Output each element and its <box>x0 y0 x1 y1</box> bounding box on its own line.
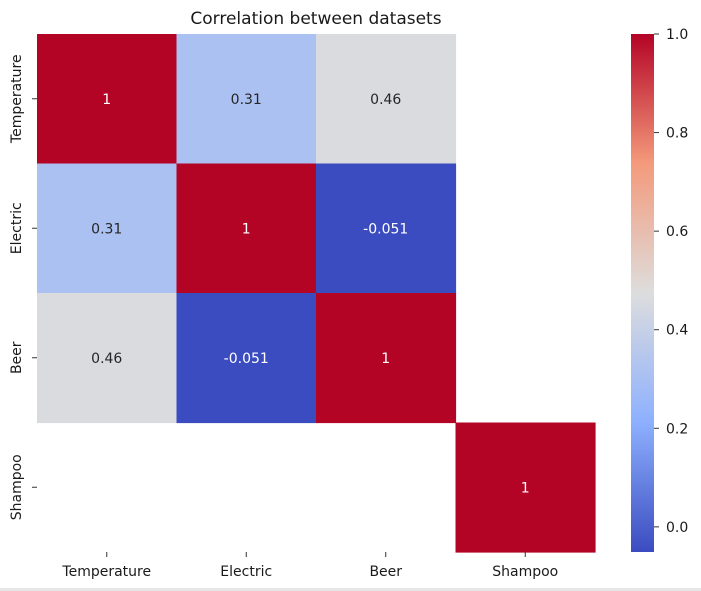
heatmap-cell-electric-electric <box>176 163 317 294</box>
bottom-divider <box>0 588 701 591</box>
colorbar-tick-label: 0.4 <box>666 323 688 339</box>
colorbar-tick-label: 1.0 <box>666 27 688 43</box>
colorbar-tick-label: 0.2 <box>666 421 688 437</box>
heatmap-cell-electric-temperature <box>37 163 178 294</box>
heatmap-cell-beer-electric <box>176 293 317 424</box>
cell-annotation-electric-beer: -0.051 <box>363 221 408 237</box>
colorbar-tick-label: 0.6 <box>666 224 688 240</box>
heatmap-cell-shampoo-shampoo <box>455 422 596 553</box>
cell-annotation-beer-electric: -0.051 <box>224 351 269 367</box>
x-axis-ticks: Temperature Electric Beer Shampoo <box>61 552 558 580</box>
y-tick-label-shampoo: Shampoo <box>9 454 25 520</box>
x-tick-label-shampoo: Shampoo <box>492 564 558 580</box>
heatmap-cells: 1 0.31 0.46 0.31 1 -0.051 0.46 -0.051 1 1 <box>37 34 596 553</box>
x-tick-label-beer: Beer <box>369 564 402 580</box>
colorbar-tick-label: 0.0 <box>666 520 688 536</box>
heatmap-cell-beer-beer <box>316 293 457 424</box>
y-tick-label-electric: Electric <box>9 202 25 254</box>
colorbar-gradient <box>631 34 654 552</box>
cell-annotation-electric-temperature: 0.31 <box>91 221 122 237</box>
chart-title: Correlation between datasets <box>190 9 441 29</box>
heatmap-cell-electric-beer <box>316 163 457 294</box>
x-tick-label-temperature: Temperature <box>61 564 151 580</box>
heatmap-cell-beer-temperature <box>37 293 178 424</box>
heatmap-cell-temperature-electric <box>176 34 317 165</box>
heatmap-cell-temperature-temperature <box>37 34 178 165</box>
y-tick-label-temperature: Temperature <box>9 54 25 144</box>
heatmap-cell-temperature-beer <box>316 34 457 165</box>
cell-annotation-temperature-beer: 0.46 <box>370 92 401 108</box>
cell-annotation-beer-temperature: 0.46 <box>91 351 122 367</box>
y-tick-label-beer: Beer <box>9 341 25 374</box>
cell-annotation-shampoo-shampoo: 1 <box>521 480 530 496</box>
x-tick-label-electric: Electric <box>220 564 272 580</box>
cell-annotation-beer-beer: 1 <box>381 351 390 367</box>
cell-annotation-temperature-temperature: 1 <box>102 92 111 108</box>
colorbar: 0.0 0.2 0.4 0.6 0.8 1.0 <box>631 27 688 552</box>
colorbar-tick-label: 0.8 <box>666 126 688 142</box>
y-axis-ticks: Temperature Electric Beer Shampoo <box>9 54 37 520</box>
cell-annotation-electric-electric: 1 <box>242 221 251 237</box>
cell-annotation-temperature-electric: 0.31 <box>231 92 262 108</box>
